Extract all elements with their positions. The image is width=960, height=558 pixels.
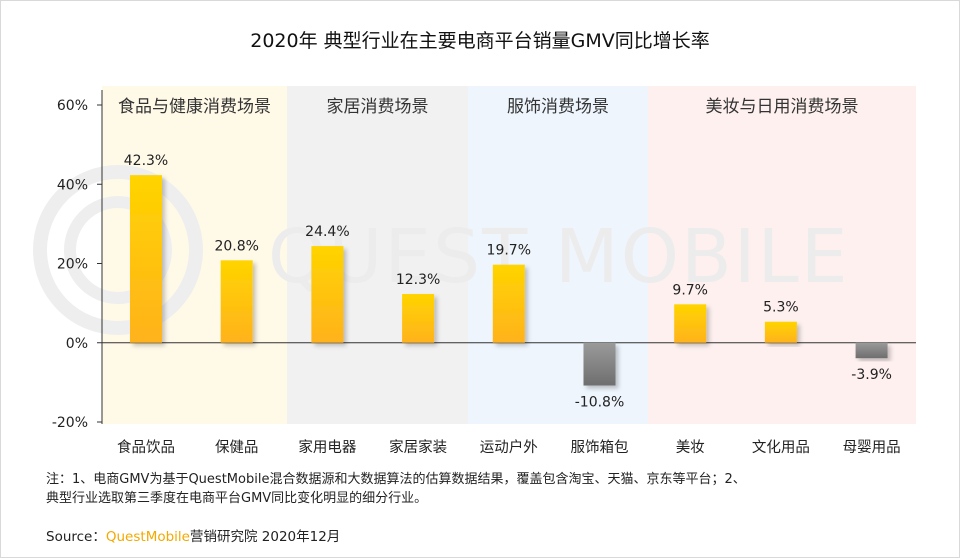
group-label: 服饰消费场景 — [507, 97, 609, 117]
bar-4 — [492, 264, 525, 343]
group-label: 家居消费场景 — [327, 97, 429, 117]
source-suffix: 营销研究院 2020年12月 — [189, 529, 341, 545]
band-2 — [468, 86, 648, 424]
y-tick-label: 60% — [57, 98, 88, 114]
footnote-line-1: 注：1、电商GMV为基于QuestMobile混合数据源和大数据算法的估算数据结… — [46, 472, 746, 487]
bar-5 — [583, 342, 616, 386]
y-tick-label: -20% — [52, 415, 88, 431]
bar-1 — [220, 260, 253, 343]
svg-text:QUEST MOBILE: QUEST MOBILE — [268, 214, 850, 300]
value-label: 20.8% — [214, 238, 258, 254]
y-tick-label: 0% — [66, 336, 88, 352]
chart-title: 2020年 典型行业在主要电商平台销量GMV同比增长率 — [250, 30, 710, 52]
watermark: QUEST MOBILE — [33, 165, 850, 335]
y-tick-label: 40% — [57, 177, 88, 193]
value-label: 5.3% — [763, 300, 799, 316]
category-label: 运动户外 — [480, 439, 538, 456]
y-tick-label: 20% — [57, 257, 88, 273]
value-label: -3.9% — [851, 367, 892, 383]
bar-chart: 食品与健康消费场景 家居消费场景 服饰消费场景 美妆与日用消费场景 QUEST MOB… — [33, 86, 916, 456]
bar-7 — [764, 321, 797, 343]
category-label: 文化用品 — [752, 439, 810, 456]
value-label: 24.4% — [305, 224, 349, 240]
bar-2 — [311, 246, 344, 343]
category-label: 家用电器 — [298, 439, 356, 456]
footnote-line-2: 典型行业选取第三季度在电商平台GMV同比变化明显的细分行业。 — [46, 491, 428, 506]
category-label: 食品饮品 — [117, 439, 175, 456]
category-label: 美妆 — [676, 439, 705, 456]
value-label: 19.7% — [487, 243, 531, 259]
category-label: 保健品 — [215, 439, 259, 456]
source-prefix: Source： — [46, 529, 106, 545]
value-label: 42.3% — [124, 153, 168, 169]
group-label: 食品与健康消费场景 — [118, 97, 271, 117]
source-line: Source：QuestMobile营销研究院 2020年12月 — [46, 525, 340, 545]
category-label: 服饰箱包 — [571, 439, 629, 456]
bar-8 — [855, 342, 888, 359]
value-label: 12.3% — [396, 272, 440, 288]
group-label: 美妆与日用消费场景 — [706, 97, 859, 117]
band-3 — [648, 86, 916, 424]
bar-6 — [674, 304, 707, 343]
bar-3 — [402, 294, 435, 343]
category-label: 家居家装 — [389, 439, 447, 456]
value-label: -10.8% — [575, 395, 625, 411]
source-brand: QuestMobile — [105, 529, 190, 545]
value-label: 9.7% — [672, 282, 708, 298]
bar-0 — [130, 175, 162, 343]
category-label: 母婴用品 — [843, 439, 901, 456]
